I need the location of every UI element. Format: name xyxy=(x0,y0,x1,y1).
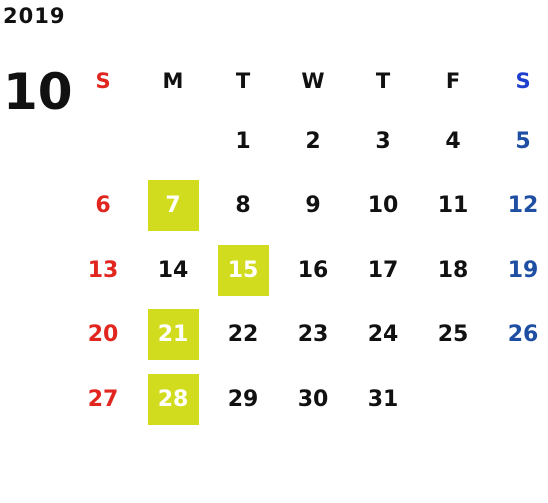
day-cell: 12 xyxy=(488,174,548,239)
day-number: 13 xyxy=(87,257,119,283)
day-number: 1 xyxy=(235,128,251,154)
year-label: 2019 xyxy=(3,4,66,28)
weekday-header-sunday: S xyxy=(95,68,111,93)
day-cell xyxy=(488,367,548,432)
day-number: 31 xyxy=(367,386,399,412)
day-cell: 6 xyxy=(68,174,138,239)
day-cell: 22 xyxy=(208,303,278,368)
day-number: 25 xyxy=(437,322,469,348)
day-cell xyxy=(68,109,138,174)
day-number: 10 xyxy=(367,193,399,219)
day-number: 4 xyxy=(445,128,461,154)
day-cell: 26 xyxy=(488,303,548,368)
day-number: 17 xyxy=(367,257,399,283)
day-number: 15 xyxy=(227,257,259,283)
day-cell: 19 xyxy=(488,238,548,303)
day-cell: 17 xyxy=(348,238,418,303)
weekday-header-friday: F xyxy=(445,68,461,93)
day-cell: 1 xyxy=(208,109,278,174)
day-cell: 18 xyxy=(418,238,488,303)
day-cell: 20 xyxy=(68,303,138,368)
day-number: 28 xyxy=(157,386,189,412)
day-cell: 27 xyxy=(68,367,138,432)
month-number: 10 xyxy=(3,63,73,121)
day-number: 20 xyxy=(87,322,119,348)
day-number: 24 xyxy=(367,322,399,348)
day-cell: 8 xyxy=(208,174,278,239)
day-cell: 5 xyxy=(488,109,548,174)
day-number: 2 xyxy=(305,128,321,154)
day-cell: 9 xyxy=(278,174,348,239)
weekday-header-tuesday: T xyxy=(235,68,251,93)
day-cell: 2 xyxy=(278,109,348,174)
day-number: 19 xyxy=(507,257,539,283)
day-number: 7 xyxy=(165,193,181,219)
day-cell: 11 xyxy=(418,174,488,239)
day-number: 22 xyxy=(227,322,259,348)
weekday-header-thursday: T xyxy=(375,68,391,93)
day-number: 6 xyxy=(95,193,111,219)
day-cell xyxy=(418,367,488,432)
day-cell-highlighted: 28 xyxy=(138,367,208,432)
day-number: 11 xyxy=(437,193,469,219)
day-cell: 16 xyxy=(278,238,348,303)
day-number: 30 xyxy=(297,386,329,412)
day-cell: 31 xyxy=(348,367,418,432)
day-cell: 23 xyxy=(278,303,348,368)
day-cell: 4 xyxy=(418,109,488,174)
day-cell: 13 xyxy=(68,238,138,303)
day-number: 12 xyxy=(507,193,539,219)
weekday-header-monday: M xyxy=(162,68,184,93)
day-number: 18 xyxy=(437,257,469,283)
day-cell-highlighted: 21 xyxy=(138,303,208,368)
weekday-header-wednesday: W xyxy=(301,68,325,93)
day-number: 26 xyxy=(507,322,539,348)
day-number: 29 xyxy=(227,386,259,412)
calendar-grid: S M T W T F S 1 2 3 4 5 6 7 8 9 10 11 12… xyxy=(68,52,548,432)
day-number: 3 xyxy=(375,128,391,154)
day-cell: 29 xyxy=(208,367,278,432)
day-number: 27 xyxy=(87,386,119,412)
day-cell: 30 xyxy=(278,367,348,432)
weekday-header-saturday: S xyxy=(515,68,531,93)
day-cell: 24 xyxy=(348,303,418,368)
day-cell: 14 xyxy=(138,238,208,303)
day-cell: 3 xyxy=(348,109,418,174)
day-number: 21 xyxy=(157,322,189,348)
day-number: 16 xyxy=(297,257,329,283)
day-cell: 10 xyxy=(348,174,418,239)
day-number: 8 xyxy=(235,193,251,219)
day-number: 9 xyxy=(305,193,321,219)
day-cell xyxy=(138,109,208,174)
day-number: 5 xyxy=(515,128,531,154)
day-number: 23 xyxy=(297,322,329,348)
day-cell-highlighted: 7 xyxy=(138,174,208,239)
day-cell: 25 xyxy=(418,303,488,368)
day-cell-highlighted: 15 xyxy=(208,238,278,303)
day-number: 14 xyxy=(157,257,189,283)
